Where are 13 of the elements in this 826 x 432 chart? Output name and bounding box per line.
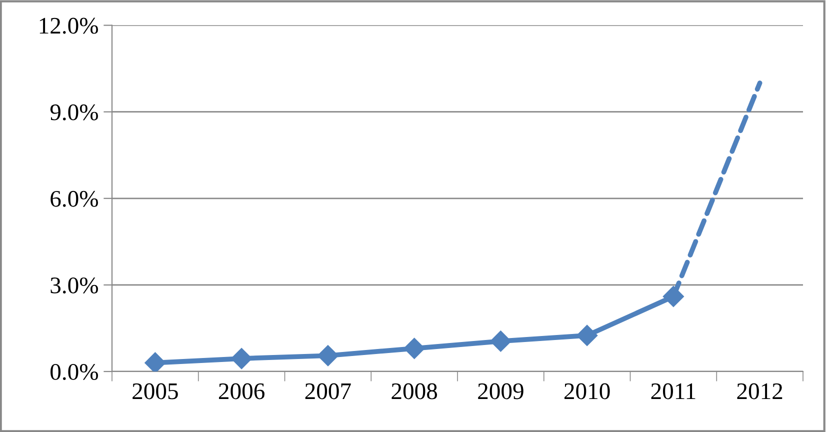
y-tick-label: 9.0% [50, 104, 98, 120]
x-tick-label: 2007 [305, 383, 351, 400]
x-tick-label: 2011 [651, 383, 696, 400]
x-tick-label: 2006 [218, 383, 264, 400]
x-tick-label: 2005 [132, 383, 178, 400]
x-tick-label: 2012 [737, 383, 782, 400]
y-tick-label: 12.0% [40, 18, 98, 34]
x-tick-label: 2010 [564, 383, 610, 400]
y-tick-label: 0.0% [50, 364, 98, 380]
y-tick-label: 6.0% [50, 190, 98, 207]
y-tick-label: 3.0% [50, 277, 98, 294]
x-tick-label: 2008 [392, 383, 438, 400]
x-tick-label: 2009 [478, 383, 524, 400]
